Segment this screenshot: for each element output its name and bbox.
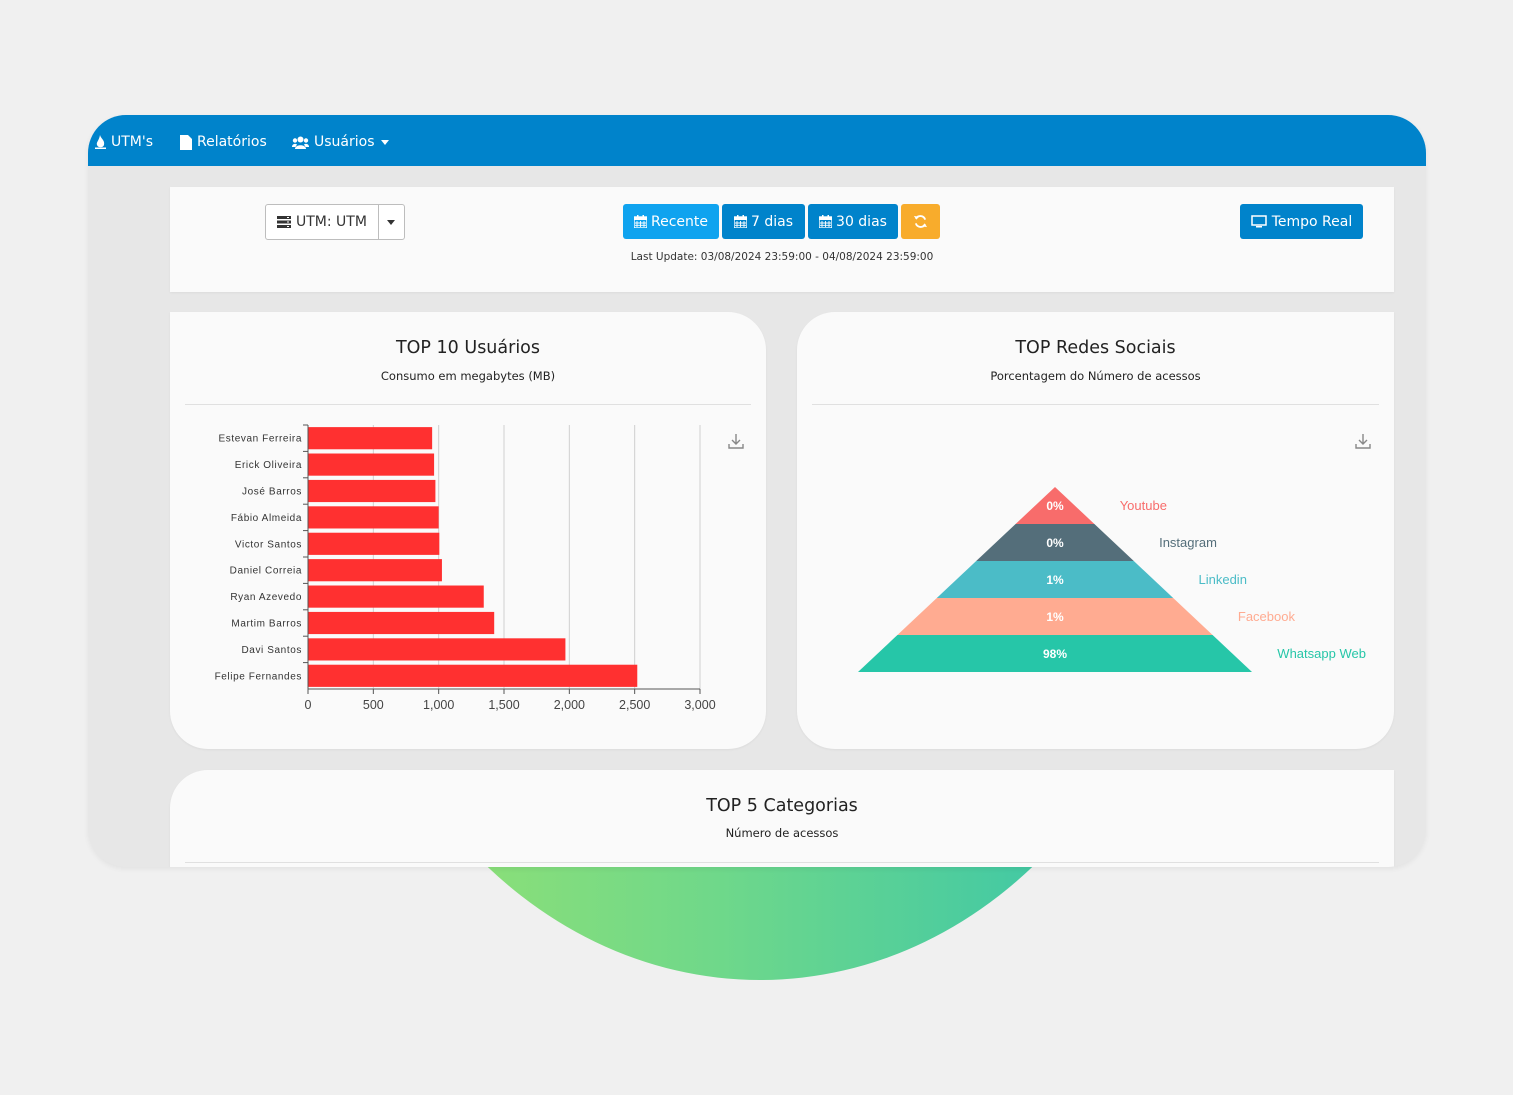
segment-name-label: Instagram [1159,535,1217,550]
x-tick-label: 3,000 [684,698,715,712]
recente-label: Recente [651,213,708,230]
bar [308,664,638,687]
recente-button[interactable]: Recente [623,204,719,239]
calendar-icon [634,215,647,228]
y-tick-label: Victor Santos [235,539,302,550]
pyramid-segment [858,635,1252,672]
y-tick-label: Erick Oliveira [235,460,302,471]
segment-name-label: Youtube [1120,498,1167,513]
top-users-card: TOP 10 Usuários Consumo em megabytes (MB… [170,312,766,749]
top-social-card: TOP Redes Sociais Porcentagem do Número … [797,312,1394,749]
x-tick-label: 1,500 [488,698,519,712]
fire-icon [95,135,106,149]
segment-percent-label: 1% [1046,610,1064,624]
bar [308,638,566,661]
last-update-text: Last Update: 03/08/2024 23:59:00 - 04/08… [630,251,934,263]
card-divider [812,404,1379,405]
nav-item-label: Relatórios [197,134,267,150]
bar [308,506,439,529]
y-tick-label: Felipe Fernandes [215,671,302,682]
tempo-real-button[interactable]: Tempo Real [1240,204,1363,239]
segment-percent-label: 0% [1046,536,1064,550]
toolbar-card: UTM: UTM Recente 7 dias 30 dias Tempo Re… [170,187,1394,292]
bar [308,453,435,476]
utm-select-label: UTM: UTM [296,214,367,230]
nav-item-label: Usuários [314,134,375,150]
segment-percent-label: 98% [1043,647,1067,661]
nav-item-usuarios[interactable]: Usuários [292,132,389,152]
chevron-down-icon [380,139,389,145]
utm-dropdown-toggle[interactable] [379,205,404,239]
bar [308,532,440,555]
calendar-icon [819,215,833,228]
y-tick-label: José Barros [242,487,302,498]
top-categories-card: TOP 5 Categorias Número de acessos [170,770,1394,867]
card-title: TOP 10 Usuários [395,338,541,358]
users-bar-chart: 0 500 1,000 1,500 2,000 2,500 3,000 Estevan Fer… [215,424,716,712]
nav-item-label: UTM's [111,134,154,150]
card-subtitle: Consumo em megabytes (MB) [380,369,556,383]
x-tick-label: 2,500 [619,698,650,712]
file-icon [180,134,192,150]
nav-item-utms[interactable]: UTM's [95,132,153,152]
30-dias-button[interactable]: 30 dias [808,204,898,239]
tempo-real-label: Tempo Real [1271,213,1353,230]
card-divider [185,862,1379,863]
y-tick-label: Daniel Correia [230,566,302,577]
pyramid-segment [897,598,1213,635]
bar [308,611,495,635]
segment-percent-label: 0% [1046,499,1064,513]
segment-name-label: Facebook [1238,609,1296,624]
x-tick-label: 2,000 [554,698,585,712]
30-dias-label: 30 dias [836,213,887,230]
segment-name-label: Linkedin [1199,572,1247,587]
pyramid-segment [1015,487,1095,524]
refresh-icon [913,215,928,228]
x-tick-label: 0 [305,698,312,712]
utm-select-button[interactable]: UTM: UTM [266,205,379,239]
7-dias-button[interactable]: 7 dias [722,204,805,239]
pyramid-segment [936,561,1174,598]
y-tick-label: Ryan Azevedo [230,592,302,603]
app-window: UTM's Relatórios Usuários UTM: UTM Recen… [88,115,1426,867]
x-tick-label: 1,000 [423,698,454,712]
7-dias-label: 7 dias [750,213,793,230]
monitor-icon [1250,215,1267,228]
card-title: TOP Redes Sociais [1015,338,1176,358]
social-pyramid-chart: 0% Youtube 0% Instagram 1% Linkedin 1% Facebook… [858,487,1366,672]
download-icon[interactable] [728,433,744,449]
calendar-icon [733,215,747,228]
card-title: TOP 5 Categorias [706,796,858,816]
bar [308,479,436,503]
card-divider [185,404,751,405]
bar [308,585,484,608]
caret-down-icon [387,219,396,225]
top-navbar: UTM's Relatórios Usuários [88,115,1426,166]
y-tick-label: Fábio Almeida [231,513,302,524]
card-subtitle: Porcentagem do Número de acessos [990,369,1201,383]
bar [308,427,433,450]
y-tick-label: Davi Santos [241,645,302,656]
server-icon [277,216,291,228]
y-tick-label: Estevan Ferreira [218,434,302,445]
users-icon [292,136,309,149]
y-tick-label: Martim Barros [231,619,302,630]
card-subtitle: Número de acessos [725,826,839,840]
utm-select[interactable]: UTM: UTM [265,204,405,240]
segment-name-label: Whatsapp Web [1277,646,1366,661]
segment-percent-label: 1% [1046,573,1064,587]
pyramid-segment [976,524,1134,561]
download-icon[interactable] [1355,433,1371,449]
nav-item-relatorios[interactable]: Relatórios [180,132,267,152]
x-tick-label: 500 [363,698,384,712]
bar [308,559,442,582]
refresh-button[interactable] [901,204,940,239]
